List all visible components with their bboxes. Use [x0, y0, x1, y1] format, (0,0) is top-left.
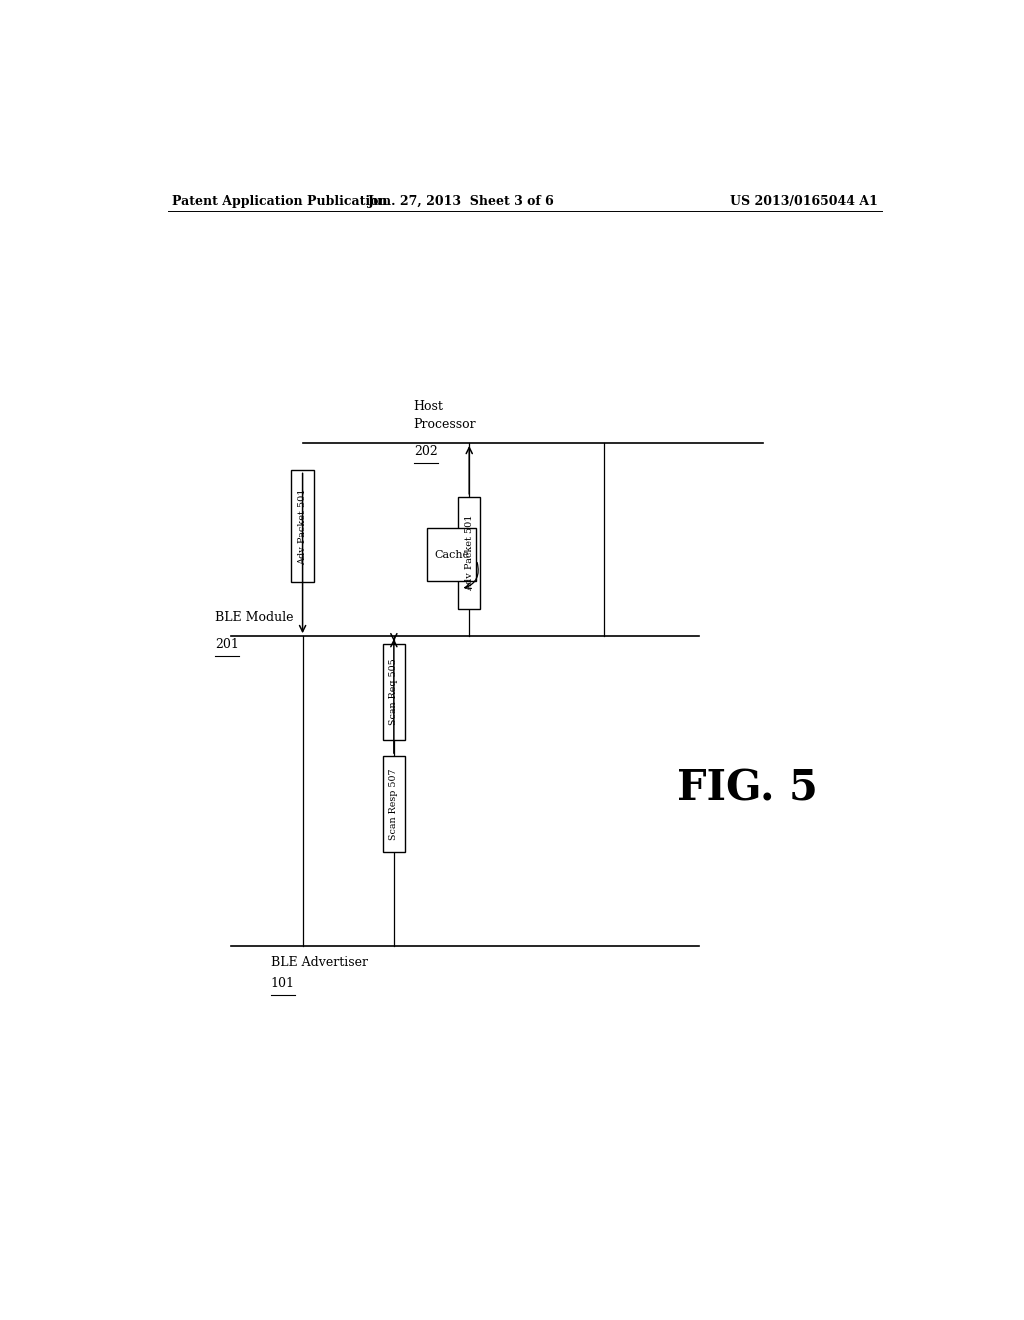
Text: BLE Advertiser: BLE Advertiser [270, 956, 368, 969]
Text: FIG. 5: FIG. 5 [677, 767, 817, 809]
Text: BLE Module: BLE Module [215, 611, 294, 624]
Text: US 2013/0165044 A1: US 2013/0165044 A1 [730, 195, 878, 209]
Text: Scan Req 505: Scan Req 505 [389, 659, 398, 726]
Text: Patent Application Publication: Patent Application Publication [172, 195, 387, 209]
Text: Jun. 27, 2013  Sheet 3 of 6: Jun. 27, 2013 Sheet 3 of 6 [368, 195, 555, 209]
Text: Adv Packet 501: Adv Packet 501 [298, 488, 307, 565]
Text: 101: 101 [270, 977, 295, 990]
Bar [292, 470, 313, 582]
Bar [383, 644, 404, 741]
Text: Scan Resp 507: Scan Resp 507 [389, 768, 398, 840]
Text: Cache: Cache [434, 550, 469, 560]
Bar [383, 755, 404, 853]
Bar [427, 528, 476, 581]
Text: Adv Packet 501: Adv Packet 501 [465, 515, 474, 591]
Text: 201: 201 [215, 638, 240, 651]
FancyArrowPatch shape [465, 562, 478, 589]
Text: Host: Host [414, 400, 443, 412]
Text: Processor: Processor [414, 418, 476, 430]
Bar [458, 496, 480, 609]
Text: 202: 202 [414, 445, 437, 458]
